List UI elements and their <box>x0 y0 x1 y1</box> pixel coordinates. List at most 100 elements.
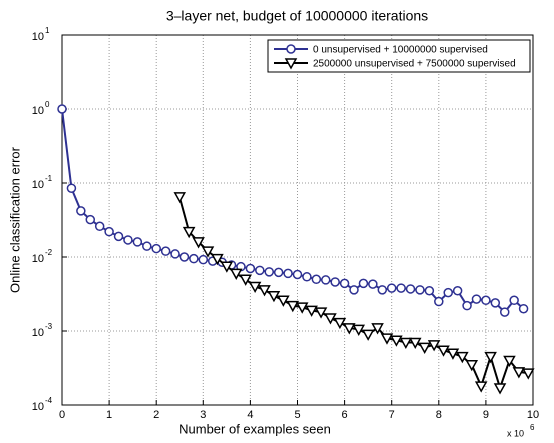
point <box>408 337 422 350</box>
x-tick-label: 7 <box>389 409 395 421</box>
point <box>113 231 124 242</box>
point <box>286 300 300 313</box>
point <box>76 206 86 216</box>
point <box>198 254 209 265</box>
point <box>302 272 312 282</box>
point <box>182 226 196 239</box>
point <box>192 237 205 249</box>
point <box>211 253 224 266</box>
point <box>452 285 463 296</box>
point <box>437 345 450 357</box>
point <box>474 381 488 393</box>
point <box>339 278 350 289</box>
point <box>273 267 284 278</box>
point <box>189 253 199 264</box>
point <box>255 265 265 276</box>
point <box>333 317 347 330</box>
point <box>361 329 375 341</box>
point <box>258 285 271 297</box>
point <box>415 285 425 295</box>
point <box>239 274 252 286</box>
point <box>446 348 460 360</box>
point <box>85 214 96 225</box>
point <box>311 274 322 285</box>
point <box>330 277 340 287</box>
plot-frame <box>61 34 534 406</box>
point <box>377 285 388 295</box>
x-tick-label: 4 <box>247 409 253 421</box>
point <box>386 283 397 293</box>
legend-marker <box>284 58 298 70</box>
point <box>220 261 234 273</box>
legend-label: 0 unsupervised + 10000000 supervised <box>313 45 488 56</box>
x-axis-label: Number of examples seen <box>179 421 331 436</box>
point <box>434 296 444 307</box>
point <box>305 305 318 317</box>
y-tick-label: 10 <box>32 327 44 339</box>
point <box>170 249 180 259</box>
point <box>471 294 482 304</box>
y-tick-exponent: -2 <box>45 248 53 257</box>
point <box>418 342 431 354</box>
point <box>66 183 77 193</box>
point <box>57 104 67 114</box>
point <box>465 359 479 372</box>
point <box>358 278 369 289</box>
point <box>321 275 331 285</box>
point <box>324 313 337 325</box>
point <box>380 333 394 345</box>
point <box>267 290 281 303</box>
point <box>443 287 453 298</box>
point <box>343 323 356 335</box>
point <box>245 263 256 274</box>
point <box>132 237 143 247</box>
point <box>484 351 497 364</box>
legend-label: 2500000 unsupervised + 7500000 supervise… <box>313 59 516 70</box>
y-tick-exponent: 1 <box>45 26 50 35</box>
point <box>522 368 535 380</box>
x-tick-label: 3 <box>200 409 206 421</box>
point <box>160 246 171 256</box>
point <box>390 335 403 347</box>
point <box>512 367 526 379</box>
y-tick-label: 10 <box>32 31 44 43</box>
point <box>399 337 413 350</box>
x-multiplier-exponent: 6 <box>530 423 535 432</box>
point <box>509 295 519 306</box>
point <box>151 243 161 254</box>
point <box>352 324 366 336</box>
point <box>368 279 378 289</box>
point <box>456 351 469 364</box>
line <box>61 108 525 314</box>
point <box>142 241 152 251</box>
y-tick-exponent: -1 <box>45 174 53 183</box>
point <box>104 226 114 237</box>
point <box>481 295 491 306</box>
point <box>201 246 215 258</box>
y-axis-label: Online classification error <box>7 146 22 293</box>
y-tick-exponent: -3 <box>45 322 53 331</box>
y-tick-label: 10 <box>32 401 44 413</box>
point <box>94 221 105 232</box>
point <box>499 307 510 317</box>
point <box>371 323 384 335</box>
point <box>490 298 501 308</box>
x-tick-label: 5 <box>294 409 300 421</box>
legend-box <box>267 39 531 73</box>
y-tick-label: 10 <box>32 179 44 191</box>
point <box>462 300 472 311</box>
point <box>295 302 309 314</box>
x-tick-label: 0 <box>59 409 65 421</box>
y-tick-exponent: 0 <box>45 100 50 109</box>
point <box>396 283 406 293</box>
y-tick-exponent: -4 <box>45 396 53 405</box>
x-tick-label: 8 <box>436 409 442 421</box>
x-tick-label: 2 <box>153 409 159 421</box>
point <box>493 383 507 395</box>
point <box>518 303 529 314</box>
x-tick-label: 10 <box>527 409 539 421</box>
x-tick-label: 6 <box>342 409 348 421</box>
chart-title: 3–layer net, budget of 10000000 iteratio… <box>166 8 428 24</box>
y-tick-label: 10 <box>32 105 44 117</box>
